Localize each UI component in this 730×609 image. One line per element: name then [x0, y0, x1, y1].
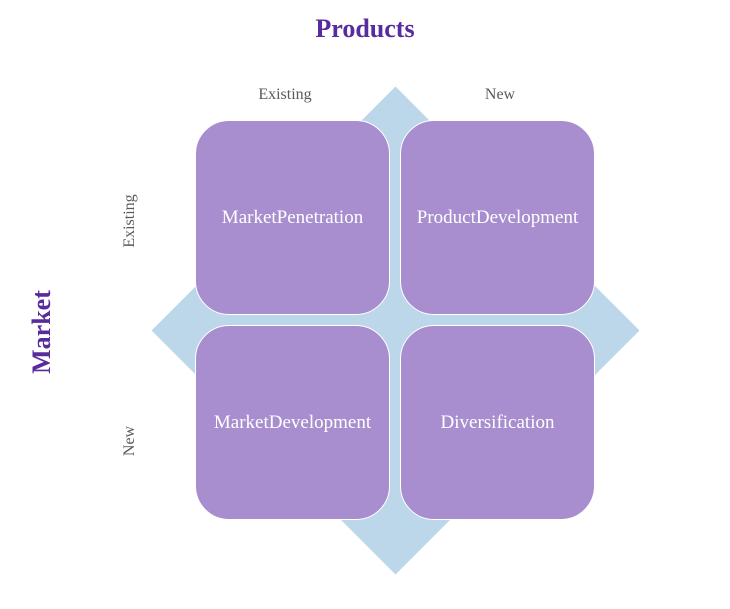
row-label-new: New: [121, 371, 139, 511]
quad-label-line: Market: [214, 411, 269, 435]
quad-label-line: Development: [269, 411, 371, 435]
quad-label-line: Product: [417, 206, 476, 230]
row-label-existing: Existing: [121, 151, 139, 291]
ansoff-matrix-diagram: Products Market Existing New Existing Ne…: [0, 0, 730, 609]
quad-market-development: MarketDevelopment: [195, 325, 390, 520]
quad-product-development: ProductDevelopment: [400, 120, 595, 315]
quad-market-penetration: MarketPenetration: [195, 120, 390, 315]
quad-label-line: Diversification: [441, 411, 555, 435]
col-label-existing: Existing: [215, 86, 355, 104]
axis-title-market: Market: [27, 232, 57, 432]
axis-title-products: Products: [0, 14, 730, 44]
col-label-new: New: [430, 86, 570, 104]
quad-label-line: Market: [222, 206, 277, 230]
quad-label-line: Development: [476, 206, 578, 230]
quad-label-line: Penetration: [277, 206, 364, 230]
quad-diversification: Diversification: [400, 325, 595, 520]
